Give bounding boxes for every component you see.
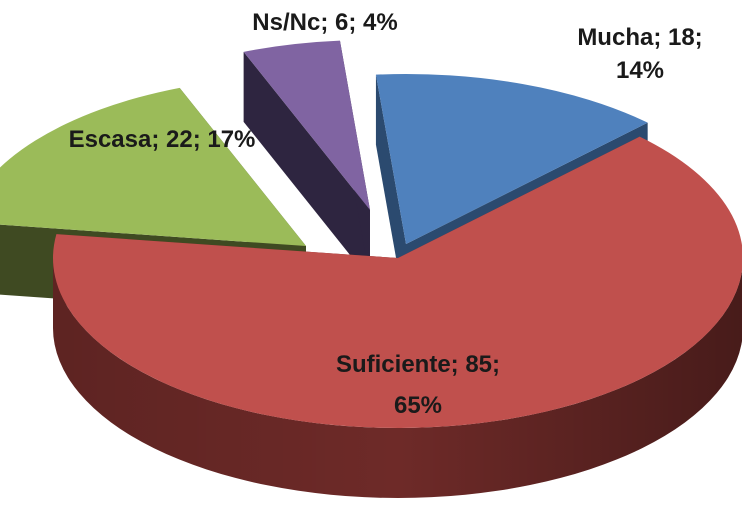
pie-slice-cut-face [375,74,406,314]
slice-label-mucha-line1: Mucha; 18; [577,24,702,51]
pie-slice-suficiente [53,136,742,428]
pie-slice-nsnc [243,40,370,211]
slice-label-escasa-line1: Escasa; 22; 17% [69,126,256,153]
pie-slice-cut-face [243,51,370,281]
pie-tops [0,40,742,428]
pie-slice-mucha [375,74,648,245]
slice-label-suficiente-line2: 65% [394,392,442,419]
pie-slice-escasa [0,87,306,246]
pie-slice-side-shade [53,258,742,498]
pie-labels: Mucha; 18; 14% Suficiente; 85; 65% Escasa; 2… [69,9,703,419]
slice-label-nsnc-line1: Ns/Nc; 6; 4% [252,9,397,36]
slice-label-suficiente-line1: Suficiente; 85; [336,351,500,378]
slice-label-mucha-line2: 14% [616,57,664,84]
